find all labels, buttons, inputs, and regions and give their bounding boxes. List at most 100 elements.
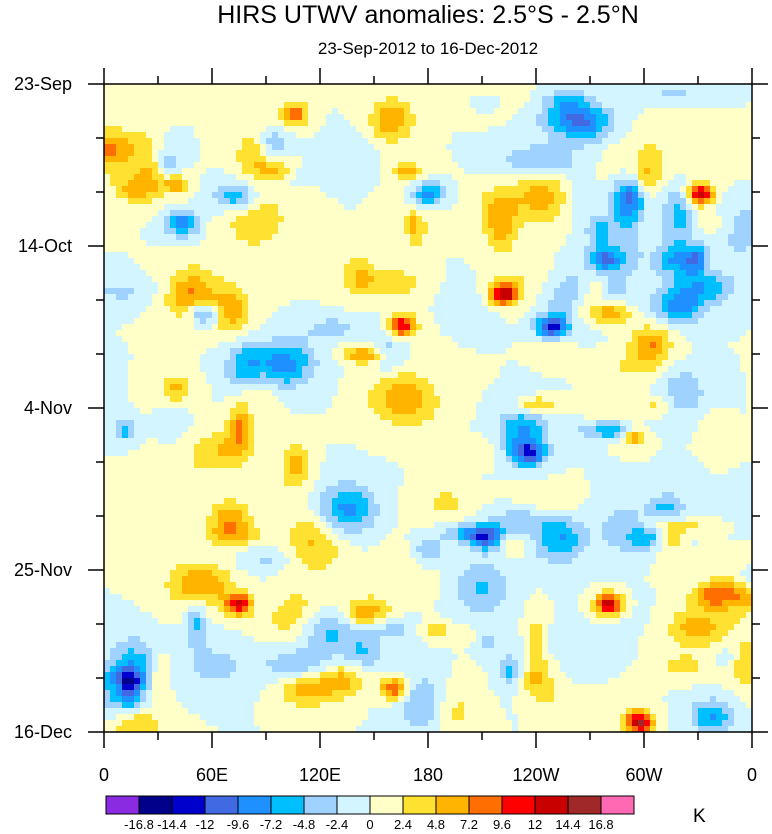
field-cell — [692, 354, 699, 361]
field-cell — [134, 102, 141, 109]
field-cell — [536, 282, 543, 289]
field-cell — [488, 324, 495, 331]
field-cell — [176, 360, 183, 367]
field-cell — [326, 132, 333, 139]
field-cell — [110, 258, 117, 265]
field-cell — [614, 258, 621, 265]
field-cell — [614, 102, 621, 109]
field-cell — [194, 264, 201, 271]
field-cell — [524, 246, 531, 253]
field-cell — [620, 318, 627, 325]
field-cell — [176, 306, 183, 313]
field-cell — [470, 246, 477, 253]
field-cell — [230, 264, 237, 271]
field-cell — [290, 126, 297, 133]
field-cell — [218, 318, 225, 325]
field-cell — [206, 150, 213, 157]
field-cell — [230, 336, 237, 343]
field-cell — [242, 144, 249, 151]
field-cell — [536, 192, 543, 199]
field-cell — [740, 120, 747, 127]
field-cell — [362, 306, 369, 313]
field-cell — [368, 84, 375, 91]
field-cell — [140, 360, 147, 367]
field-cell — [698, 294, 705, 301]
field-cell — [392, 240, 399, 247]
field-cell — [524, 132, 531, 139]
field-cell — [122, 258, 129, 265]
field-cell — [380, 228, 387, 235]
field-cell — [128, 162, 135, 169]
field-cell — [632, 264, 639, 271]
field-cell — [476, 336, 483, 343]
field-cell — [590, 174, 597, 181]
field-cell — [302, 156, 309, 163]
field-cell — [242, 258, 249, 265]
field-cell — [716, 312, 723, 319]
field-cell — [614, 210, 621, 217]
field-cell — [248, 324, 255, 331]
field-cell — [326, 306, 333, 313]
field-cell — [692, 216, 699, 223]
field-cell — [662, 252, 669, 259]
field-cell — [422, 354, 429, 361]
field-cell — [560, 180, 567, 187]
field-cell — [626, 102, 633, 109]
field-cell — [428, 192, 435, 199]
field-cell — [602, 96, 609, 103]
field-cell — [404, 348, 411, 355]
field-cell — [224, 96, 231, 103]
field-cell — [680, 168, 687, 175]
field-cell — [176, 204, 183, 211]
field-cell — [566, 234, 573, 241]
field-cell — [734, 354, 741, 361]
field-cell — [584, 96, 591, 103]
field-cell — [308, 288, 315, 295]
field-cell — [740, 162, 747, 169]
field-cell — [590, 288, 597, 295]
field-cell — [446, 144, 453, 151]
field-cell — [560, 84, 567, 91]
field-cell — [482, 120, 489, 127]
field-cell — [428, 234, 435, 241]
field-cell — [662, 198, 669, 205]
field-cell — [242, 354, 249, 361]
field-cell — [620, 288, 627, 295]
field-cell — [152, 312, 159, 319]
field-cell — [746, 210, 752, 217]
field-cell — [320, 318, 327, 325]
field-cell — [716, 126, 723, 133]
field-cell — [110, 288, 117, 295]
field-cell — [710, 144, 717, 151]
field-cell — [386, 144, 393, 151]
field-cell — [404, 288, 411, 295]
field-cell — [410, 198, 417, 205]
field-cell — [398, 204, 405, 211]
field-cell — [608, 120, 615, 127]
field-cell — [314, 330, 321, 337]
field-cell — [404, 228, 411, 235]
field-cell — [584, 312, 591, 319]
field-cell — [680, 198, 687, 205]
field-cell — [656, 294, 663, 301]
field-cell — [584, 228, 591, 235]
field-cell — [362, 162, 369, 169]
field-cell — [278, 108, 285, 115]
field-cell — [692, 84, 699, 91]
field-cell — [674, 264, 681, 271]
field-cell — [608, 330, 615, 337]
field-cell — [278, 102, 285, 109]
field-cell — [578, 336, 585, 343]
field-cell — [164, 258, 171, 265]
field-cell — [554, 120, 561, 127]
field-cell — [200, 120, 207, 127]
field-cell — [488, 174, 495, 181]
field-cell — [386, 156, 393, 163]
field-cell — [104, 168, 111, 175]
field-cell — [248, 138, 255, 145]
field-cell — [596, 318, 603, 325]
field-cell — [608, 222, 615, 229]
field-cell — [356, 126, 363, 133]
field-cell — [482, 222, 489, 229]
field-cell — [434, 204, 441, 211]
